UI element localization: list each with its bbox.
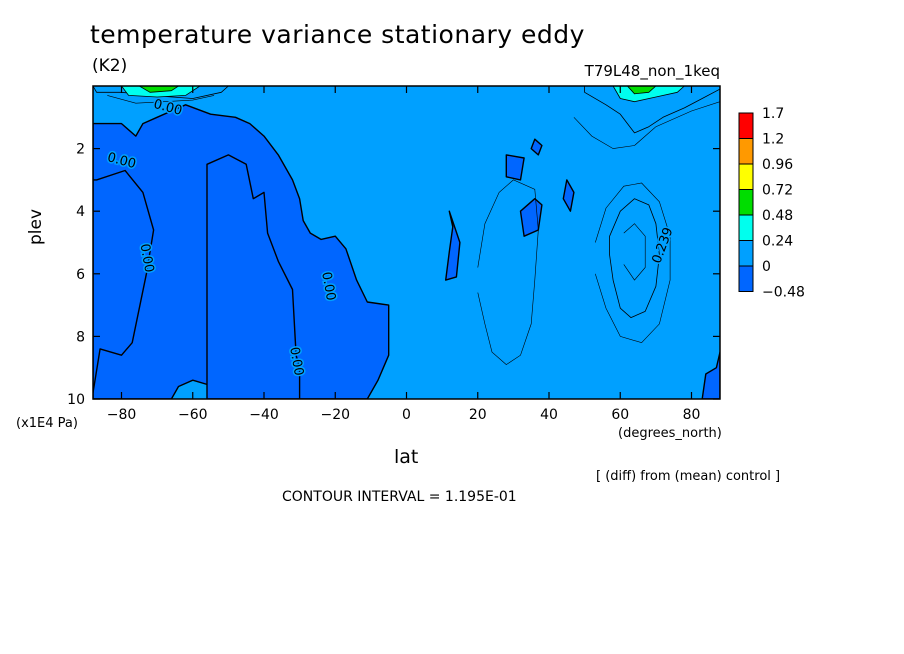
contour-label-4: 0.00: [286, 346, 306, 377]
negative-region-3: [206, 154, 301, 399]
legend-label-6: 0: [762, 259, 771, 275]
legend-label-5: 0.24: [762, 234, 793, 250]
positive-region-6: [627, 86, 657, 95]
legend-swatch-4: [738, 214, 754, 241]
plot-background: [93, 86, 720, 399]
chart-units: (K2): [92, 56, 128, 76]
y-tick-label-2: 6: [76, 267, 85, 283]
negative-region-1: [93, 169, 155, 394]
y-axis-label: plev: [26, 208, 46, 245]
legend-label-4: 0.48: [762, 208, 793, 224]
y-tick-label-4: 10: [67, 392, 85, 408]
plot-frame: [92, 85, 721, 400]
positive-region-5: [138, 86, 179, 93]
legend-swatch-2: [738, 163, 754, 190]
legend-label-0: 1.7: [762, 106, 784, 122]
contour-interval: CONTOUR INTERVAL = 1.195E-01: [282, 489, 517, 505]
x-axis-units: (degrees_north): [618, 426, 722, 441]
positive-region-1: [584, 86, 720, 134]
contour-label-5: 0.239: [650, 226, 677, 266]
contour-line-3: [573, 101, 720, 149]
legend-swatch-1: [738, 138, 754, 165]
contour-line-2: [623, 223, 646, 281]
contour-line-1: [595, 182, 671, 344]
legend-swatch-6: [738, 265, 754, 292]
positive-region-2: [93, 86, 229, 99]
x-tick-label-6: 40: [540, 407, 558, 423]
legend-label-2: 0.96: [762, 157, 793, 173]
legend-label-3: 0.72: [762, 183, 793, 199]
contour-line-4: [107, 95, 215, 104]
negative-region-9: [530, 138, 543, 156]
contour-label-3: 0.00: [318, 271, 338, 302]
negative-region-6: [505, 154, 525, 181]
legend-label-1: 1.2: [762, 132, 784, 148]
contour-label-0: 0.00: [152, 97, 184, 119]
negative-region-7: [562, 179, 575, 212]
legend-swatch-5: [738, 240, 754, 267]
negative-region-2: [256, 348, 294, 399]
x-tick-label-8: 80: [683, 407, 701, 423]
negative-region-8: [701, 351, 720, 399]
x-tick-label-4: 0: [402, 407, 411, 423]
contour-line-0: [477, 179, 539, 365]
contour-fields: 0.00 0.00 0.00 0.00 0.00 0.239: [93, 86, 720, 399]
chart-title: temperature variance stationary eddy: [90, 20, 585, 49]
contour-label-1: 0.00: [106, 150, 138, 172]
y-tick-label-3: 8: [76, 329, 85, 345]
positive-region-4: [612, 86, 685, 103]
negative-region-0: [93, 104, 390, 399]
y-tick-label-0: 2: [76, 142, 85, 158]
x-axis-label: lat: [394, 446, 419, 468]
y-tick-label-1: 4: [76, 204, 85, 220]
legend-swatch-3: [738, 189, 754, 216]
run-label: T79L48_non_1keq: [584, 62, 720, 80]
x-tick-label-0: −80: [107, 407, 137, 423]
x-tick-label-2: −40: [249, 407, 279, 423]
x-tick-label-3: −20: [320, 407, 350, 423]
x-tick-label-1: −60: [178, 407, 208, 423]
y-axis-units: (x1E4 Pa): [16, 416, 78, 431]
positive-region-0: [609, 198, 660, 319]
positive-region-3: [121, 86, 201, 98]
diff-note: [ (diff) from (mean) control ]: [596, 469, 781, 484]
x-tick-label-7: 60: [611, 407, 629, 423]
negative-region-5: [519, 197, 543, 237]
legend-swatch-0: [738, 112, 754, 139]
x-tick-label-5: 20: [469, 407, 487, 423]
negative-region-4: [445, 210, 461, 281]
legend-label-7: −0.48: [762, 285, 805, 301]
contour-label-2: 0.00: [137, 243, 157, 274]
